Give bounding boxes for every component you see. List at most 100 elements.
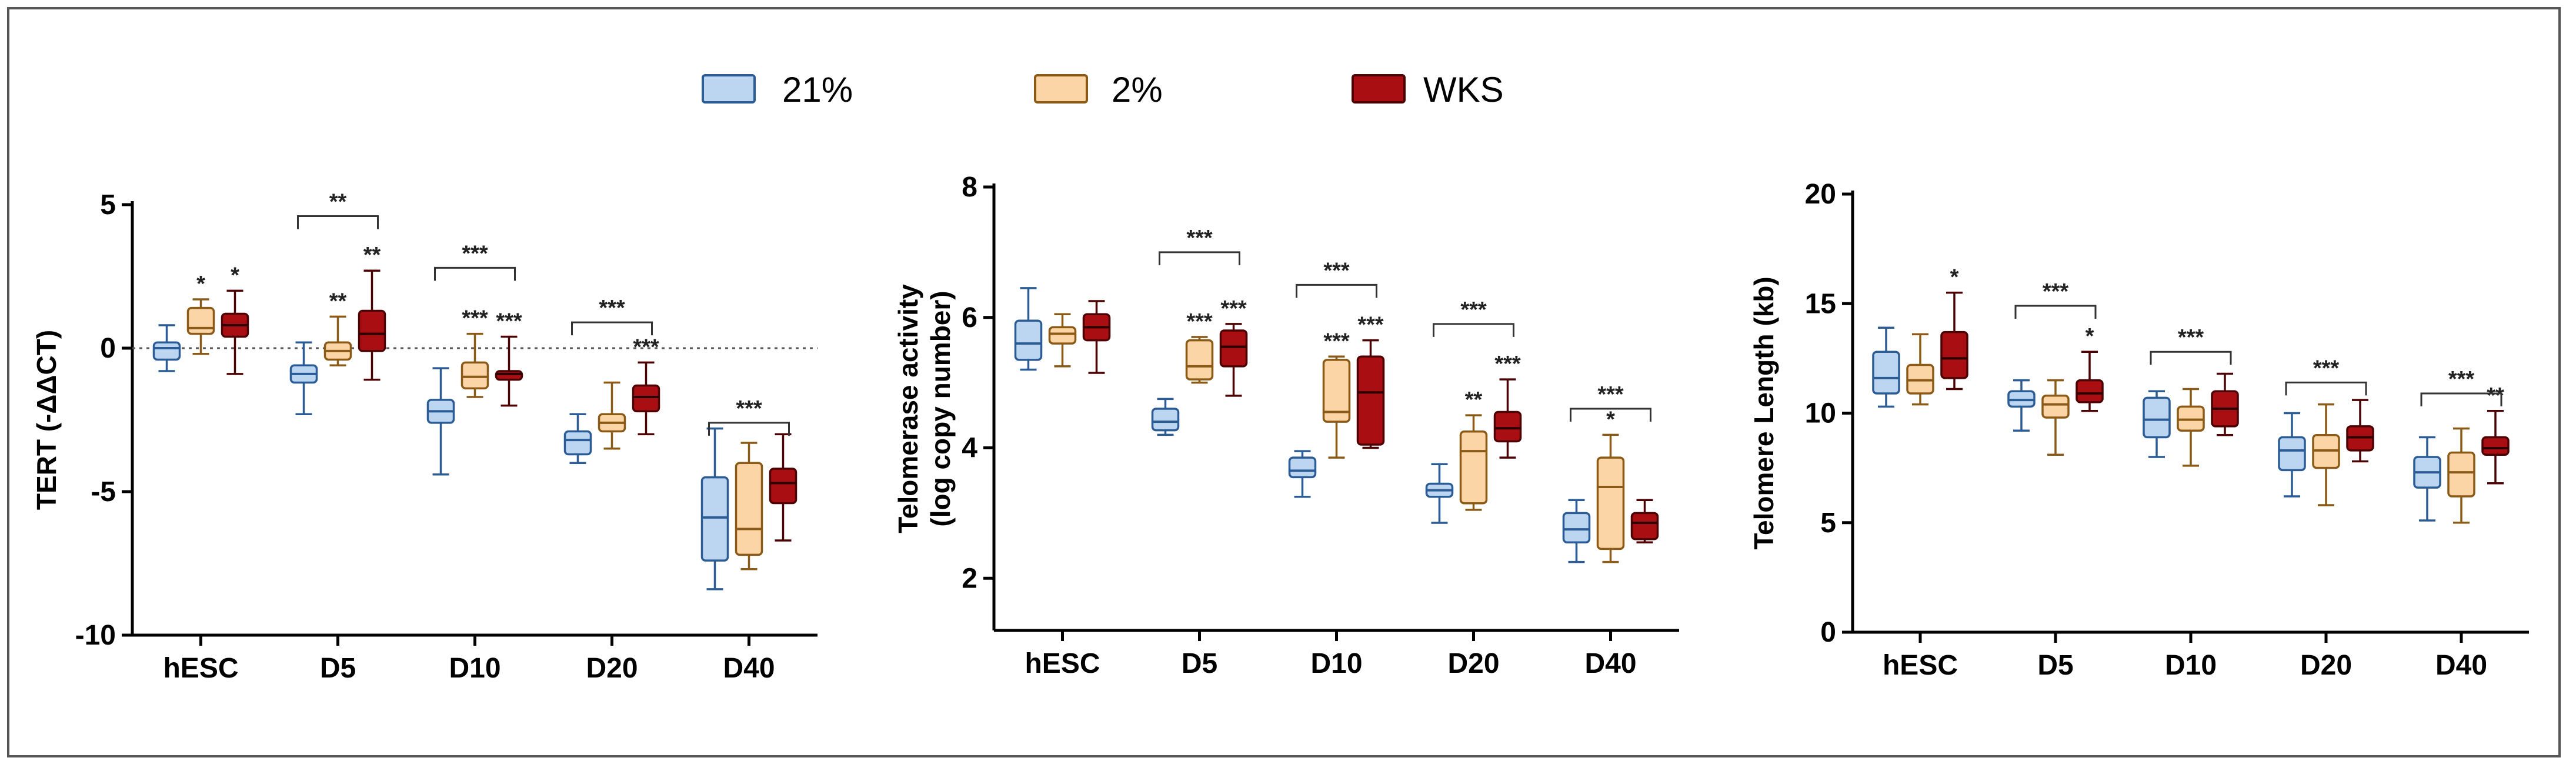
bracket-label: ** bbox=[329, 190, 347, 215]
y-tick-label: -5 bbox=[91, 476, 116, 508]
box-21%-D20 bbox=[563, 413, 592, 464]
significance-star: ** bbox=[1465, 388, 1483, 412]
box-WKS-D5 bbox=[1219, 323, 1248, 397]
significance-star: ** bbox=[329, 289, 347, 313]
box-2%-hESC bbox=[1906, 333, 1934, 406]
box-body bbox=[1630, 512, 1659, 540]
box-21%-D5 bbox=[2007, 379, 2036, 432]
box-body bbox=[1562, 512, 1591, 544]
y-tick-label: 6 bbox=[962, 302, 977, 333]
significance-star: *** bbox=[1186, 309, 1213, 334]
box-WKS-D20 bbox=[1493, 378, 1522, 459]
significance-star: * bbox=[1950, 265, 1959, 290]
y-tick-label: -10 bbox=[75, 620, 116, 651]
y-tick-label: 20 bbox=[1805, 179, 1836, 210]
legend-label-1: 2% bbox=[1112, 70, 1163, 109]
box-body bbox=[1356, 355, 1385, 446]
x-tick-label: D40 bbox=[1584, 648, 1636, 679]
y-tick-label: 15 bbox=[1805, 288, 1836, 319]
bracket-label: *** bbox=[2448, 367, 2475, 392]
box-WKS-D40 bbox=[2481, 410, 2510, 485]
significance-bracket bbox=[2285, 381, 2367, 396]
significance-bracket bbox=[2150, 351, 2232, 365]
box-WKS-hESC bbox=[221, 289, 249, 375]
chart-telomere-length: 0 5 10 15 20 hESC D5 D10 D20 D40 Telomere Length (… bbox=[1749, 179, 2529, 681]
box-2%-D20 bbox=[2312, 403, 2340, 506]
significance-bracket bbox=[1433, 323, 1514, 337]
box-WKS-D5 bbox=[358, 269, 386, 381]
bracket-label: *** bbox=[2313, 356, 2340, 381]
box-WKS-D5 bbox=[2076, 351, 2104, 412]
box-body bbox=[563, 430, 592, 456]
box-21%-D10 bbox=[426, 367, 455, 476]
y-tick-label: 4 bbox=[962, 433, 977, 464]
box-2%-D40 bbox=[735, 442, 763, 570]
bracket-label: *** bbox=[599, 296, 625, 321]
box-WKS-D10 bbox=[495, 335, 523, 407]
significance-star: *** bbox=[1220, 296, 1247, 321]
x-tick-label: D40 bbox=[723, 653, 775, 684]
box-body bbox=[1596, 456, 1625, 550]
x-tick-label: D5 bbox=[2037, 650, 2073, 681]
bracket-label: *** bbox=[2178, 325, 2204, 350]
significance-star: ** bbox=[363, 243, 381, 268]
significance-star: *** bbox=[1494, 352, 1521, 376]
y-tick-label: 8 bbox=[962, 172, 977, 203]
box-body bbox=[2447, 451, 2475, 498]
box-WKS-D10 bbox=[1356, 339, 1385, 449]
box-2%-D40 bbox=[1596, 433, 1625, 563]
significance-star: *** bbox=[496, 309, 522, 333]
box-WKS-D20 bbox=[2346, 399, 2374, 463]
x-tick-label: D20 bbox=[2300, 650, 2352, 681]
significance-bracket bbox=[1570, 408, 1651, 422]
box-21%-D5 bbox=[289, 341, 318, 415]
box-body bbox=[1493, 410, 1522, 443]
box-body bbox=[2278, 436, 2306, 472]
box-21%-hESC bbox=[152, 324, 181, 372]
box-2%-D20 bbox=[598, 381, 626, 450]
box-body bbox=[1459, 430, 1488, 505]
box-body bbox=[1185, 339, 1214, 381]
box-21%-D10 bbox=[1288, 450, 1317, 498]
x-tick-label: hESC bbox=[163, 653, 238, 684]
significance-bracket bbox=[2420, 392, 2502, 406]
legend: 21% 2% WKS bbox=[702, 70, 1504, 109]
significance-star: * bbox=[231, 263, 239, 288]
bracket-label: *** bbox=[462, 241, 488, 266]
box-body bbox=[1940, 331, 1968, 379]
significance-star: *** bbox=[462, 306, 488, 331]
box-body bbox=[1151, 408, 1180, 432]
y-tick-label: 0 bbox=[1820, 617, 1836, 648]
box-WKS-D20 bbox=[632, 361, 660, 436]
box-WKS-D40 bbox=[1630, 499, 1659, 544]
significance-star: *** bbox=[633, 335, 659, 359]
box-2%-D10 bbox=[2177, 388, 2205, 467]
bracket-label: *** bbox=[1597, 382, 1624, 407]
box-body bbox=[632, 384, 660, 413]
significance-bracket bbox=[1159, 251, 1240, 265]
box-21%-hESC bbox=[1872, 326, 1900, 408]
x-tick-label: D20 bbox=[1447, 648, 1499, 679]
x-tick-label: hESC bbox=[1883, 650, 1958, 681]
box-WKS-D10 bbox=[2211, 372, 2239, 436]
box-body bbox=[2041, 394, 2070, 419]
bracket-label: *** bbox=[1323, 258, 1350, 283]
y-tick-label: 5 bbox=[100, 189, 116, 221]
box-2%-D10 bbox=[461, 332, 489, 398]
x-tick-label: D10 bbox=[449, 653, 500, 684]
figure-frame bbox=[7, 7, 2561, 757]
box-body bbox=[461, 361, 489, 390]
box-body bbox=[152, 341, 181, 361]
box-body bbox=[2076, 379, 2104, 403]
box-21%-D40 bbox=[1562, 499, 1591, 563]
significance-bracket bbox=[297, 215, 379, 229]
box-body bbox=[700, 476, 729, 562]
y-axis-title: Telomerase activity bbox=[893, 284, 923, 533]
box-body bbox=[1048, 326, 1077, 345]
significance-star: * bbox=[1606, 407, 1615, 432]
box-body bbox=[1288, 456, 1317, 479]
y-axis-subtitle: (log copy number) bbox=[925, 291, 956, 526]
box-21%-D10 bbox=[2143, 390, 2171, 458]
box-body bbox=[2143, 396, 2171, 439]
significance-star: *** bbox=[1357, 313, 1384, 338]
